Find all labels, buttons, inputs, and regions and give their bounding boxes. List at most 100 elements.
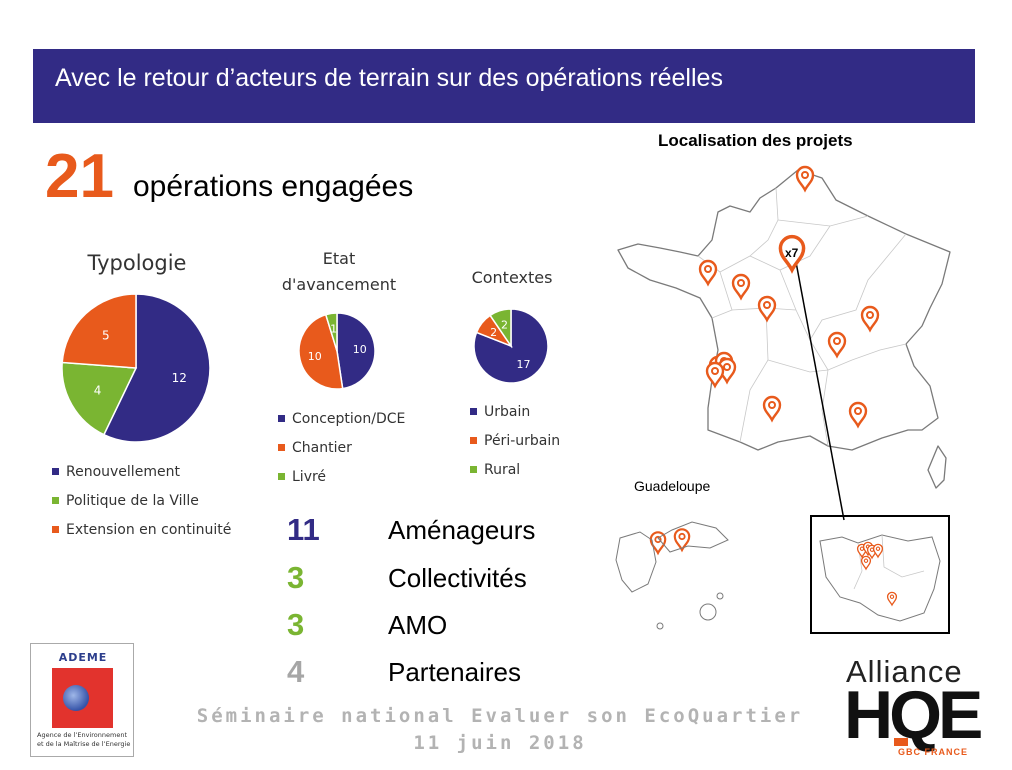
legend-item-1: Politique de la Ville <box>52 493 199 509</box>
location-pin-icon <box>705 361 725 389</box>
legend-label: Politique de la Ville <box>66 493 199 509</box>
location-pin-icon <box>872 543 884 559</box>
location-pin-icon <box>827 331 847 359</box>
pie-slice-0 <box>473 308 549 384</box>
pie-slice-2 <box>324 312 338 352</box>
legend-label: Livré <box>292 469 327 485</box>
legend-item-0: Urbain <box>470 404 530 420</box>
ademe-logo: ADEME Agence de l’Environnement et de la… <box>30 643 134 757</box>
ademe-red-square <box>52 668 113 728</box>
location-pin-icon <box>698 259 718 287</box>
typologie-pie: 12 4 5 <box>61 293 211 443</box>
stat-label: Aménageurs <box>388 515 536 545</box>
paris-link-line <box>795 261 845 521</box>
location-pin-icon <box>795 165 815 193</box>
ademe-name: ADEME <box>58 651 108 664</box>
idf-outline <box>819 534 941 622</box>
france-outline <box>617 169 951 489</box>
hqe-logo-mark: HQE <box>844 677 983 753</box>
location-pin-icon <box>673 528 691 553</box>
pie-slice-label-2: 5 <box>102 329 110 343</box>
legend-label: Conception/DCE <box>292 411 406 427</box>
paris-pin-icon <box>778 234 806 274</box>
legend-item-2: Rural <box>470 462 520 478</box>
pie-slice-label-1: 4 <box>94 383 102 397</box>
map-title: Localisation des projets <box>658 131 853 150</box>
legend-label: Rural <box>484 462 521 478</box>
legend-item-0: Conception/DCE <box>278 411 405 427</box>
legend-item-1: Péri-urbain <box>470 433 560 449</box>
legend-swatch <box>52 468 59 475</box>
hqe-logo-alliance: Alliance <box>846 654 963 689</box>
legend-item-1: Chantier <box>278 440 352 456</box>
legend-label: Extension en continuité <box>66 522 232 538</box>
stat-value: 4 <box>287 654 305 689</box>
contextes-title: Contextes <box>471 268 553 287</box>
location-pin-icon <box>848 401 868 429</box>
footer-date: 11 juin 2018 <box>413 732 587 754</box>
pie-slice-label-2: 2 <box>501 319 508 332</box>
ile-de-france-inset <box>810 515 950 634</box>
stat-value: 11 <box>287 512 320 547</box>
stat-value: 3 <box>287 560 305 595</box>
stat-value: 3 <box>287 607 305 642</box>
hqe-logo-subtitle: GBC FRANCE <box>898 747 968 757</box>
operations-count: 21 <box>45 142 114 211</box>
typologie-title: Typologie <box>87 251 187 275</box>
legend-label: Renouvellement <box>66 464 180 480</box>
operations-label: opérations engagées <box>133 170 414 203</box>
location-pin-icon <box>886 591 898 607</box>
legend-label: Péri-urbain <box>484 433 561 449</box>
location-pin-icon <box>731 273 751 301</box>
pie-slice-1 <box>61 361 138 436</box>
location-pin-icon <box>860 555 872 571</box>
pie-slice-0 <box>336 312 376 390</box>
pie-slice-label-0: 12 <box>172 371 187 385</box>
paris-badge: x7 <box>785 246 799 260</box>
legend-swatch <box>470 466 477 473</box>
stat-label: Partenaires <box>388 657 521 687</box>
legend-item-0: Renouvellement <box>52 464 180 480</box>
hqe-logo-accent <box>894 738 908 746</box>
location-pin-icon <box>860 305 880 333</box>
avancement-title-line1: Etat <box>322 249 356 268</box>
footer-seminar: Séminaire national Evaluer son EcoQuarti… <box>196 705 804 727</box>
avancement-title: Etat d'avancement <box>272 246 406 298</box>
pie-slice-2 <box>489 308 512 349</box>
pie-slice-label-1: 10 <box>308 350 322 363</box>
legend-swatch <box>52 526 59 533</box>
legend-item-2: Livré <box>278 469 326 485</box>
avancement-title-line2: d'avancement <box>281 275 397 294</box>
legend-swatch <box>52 497 59 504</box>
pie-slice-label-2: 1 <box>330 322 337 335</box>
stat-label: Collectivités <box>388 563 527 593</box>
legend-swatch <box>470 408 477 415</box>
legend-swatch <box>278 473 285 480</box>
ademe-caption: Agence de l’Environnement et de la Maîtr… <box>37 731 131 748</box>
legend-label: Chantier <box>292 440 352 456</box>
avancement-pie: 10 10 1 <box>298 312 376 390</box>
legend-swatch <box>278 444 285 451</box>
idf-map <box>819 534 941 622</box>
guadeloupe-outline <box>615 521 729 630</box>
page-title: Avec le retour d’acteurs de terrain sur … <box>55 64 723 92</box>
guadeloupe-label: Guadeloupe <box>634 478 711 494</box>
pie-slice-1 <box>298 313 344 390</box>
globe-icon <box>63 685 89 711</box>
pie-slice-2 <box>61 293 137 369</box>
location-pin-icon <box>757 295 777 323</box>
header-banner: Avec le retour d’acteurs de terrain sur … <box>33 49 975 123</box>
legend-item-2: Extension en continuité <box>52 522 231 538</box>
legend-label: Urbain <box>484 404 531 420</box>
project-pins <box>649 165 880 556</box>
idf-pins <box>856 541 898 607</box>
france-map: x7 <box>615 165 951 630</box>
pie-slice-label-0: 10 <box>353 343 367 356</box>
stat-label: AMO <box>388 610 448 640</box>
location-pin-icon <box>762 395 782 423</box>
pie-slice-label-1: 2 <box>490 326 497 339</box>
pie-slice-label-0: 17 <box>517 358 531 371</box>
legend-swatch <box>278 415 285 422</box>
pie-slice-0 <box>102 293 211 443</box>
